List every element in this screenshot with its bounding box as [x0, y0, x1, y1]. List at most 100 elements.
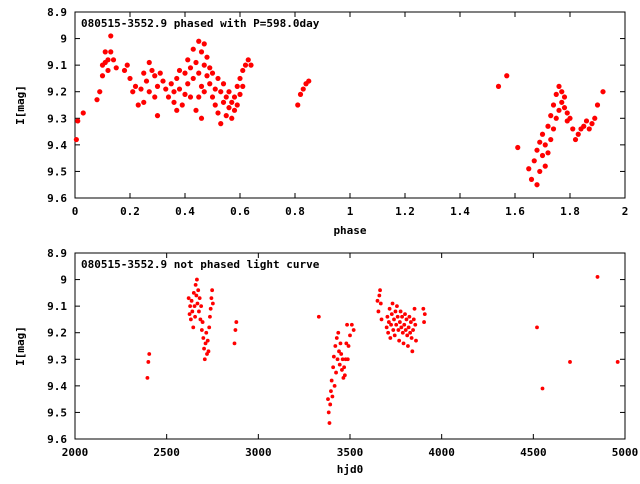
phased-data-point [218, 89, 224, 95]
unphased-data-point [336, 330, 341, 335]
unphased-data-point [198, 317, 203, 322]
unphased-data-point [147, 352, 152, 356]
phased-data-point [209, 94, 216, 100]
phased-data-point [567, 115, 573, 121]
unphased-xtick-label: 2000 [62, 446, 89, 459]
unphased-data-point [145, 375, 150, 380]
phased-data-point [146, 89, 152, 95]
phased-data-point [185, 57, 191, 63]
unphased-data-point [389, 322, 393, 327]
phased-data-point [182, 70, 188, 76]
unphased-data-point [408, 320, 413, 324]
phased-data-point [539, 152, 546, 159]
unphased-data-point [205, 338, 210, 343]
phased-xtick-label: 1.4 [450, 205, 470, 218]
phased-data-point [537, 168, 543, 175]
unphased-data-point [201, 336, 206, 340]
phased-data-point [528, 176, 535, 182]
phased-data-point [102, 49, 108, 55]
phased-data-point [196, 70, 202, 76]
phased-data-point [182, 91, 188, 97]
phased-data-point [187, 65, 194, 71]
phased-data-point [218, 121, 224, 127]
phased-xtick-label: 2 [622, 205, 629, 218]
unphased-plot-title: 080515-3552.9 not phased light curve [81, 258, 320, 271]
unphased-data-point [194, 293, 199, 298]
phased-data-point [556, 83, 562, 89]
unphased-data-point [337, 349, 341, 354]
phased-data-point [220, 99, 227, 105]
unphased-data-point [342, 373, 347, 378]
phased-data-point [176, 67, 183, 74]
phased-ytick-label: 9.4 [47, 139, 67, 152]
unphased-data-point [195, 277, 199, 282]
unphased-data-point [397, 320, 402, 324]
phased-data-point [152, 94, 158, 100]
phased-data-point [179, 102, 185, 108]
phased-data-point [157, 70, 163, 76]
unphased-data-point [146, 360, 151, 364]
unphased-data-point [340, 368, 344, 372]
unphased-ytick-label: 9.4 [47, 380, 67, 393]
phased-data-point [141, 99, 147, 105]
phased-data-point [594, 102, 601, 108]
unphased-data-point [344, 341, 349, 346]
phased-data-point [73, 136, 79, 143]
unphased-data-point [195, 301, 200, 306]
phased-data-point [171, 89, 177, 95]
phased-ytick-label: 9.2 [47, 86, 67, 99]
phased-data-point [149, 67, 155, 74]
phased-data-point [105, 57, 111, 63]
unphased-data-point [376, 309, 381, 314]
unphased-data-point [187, 312, 192, 317]
unphased-data-point [384, 325, 389, 330]
phased-data-point [108, 33, 114, 39]
phased-data-point [207, 81, 213, 87]
unphased-data-point [337, 362, 342, 367]
phased-data-point [176, 86, 183, 92]
unphased-data-point [197, 309, 201, 314]
phased-data-point [548, 113, 554, 119]
unphased-xtick-label: 4000 [428, 446, 455, 459]
unphased-data-point [540, 386, 545, 391]
phased-data-point [209, 70, 216, 76]
unphased-data-point [204, 330, 209, 335]
phased-data-point [564, 110, 570, 116]
phased-data-point [163, 86, 169, 92]
unphased-ytick-label: 9.1 [47, 300, 67, 313]
phased-data-point [190, 46, 196, 52]
unphased-xtick-label: 4500 [520, 446, 547, 459]
phased-xtick-label: 1.2 [395, 205, 415, 218]
unphased-data-point [328, 402, 333, 407]
unphased-data-point [615, 360, 620, 364]
phased-data-point [135, 102, 141, 108]
unphased-data-point [189, 298, 194, 303]
phased-data-point [138, 86, 144, 92]
unphased-data-point [395, 314, 400, 319]
phased-data-point [231, 94, 238, 100]
unphased-data-point [421, 306, 426, 311]
phased-data-point [201, 89, 207, 95]
unphased-ytick-label: 9.6 [47, 433, 67, 446]
phased-data-point [231, 107, 238, 113]
unphased-data-point [422, 312, 427, 317]
phased-data-point [152, 73, 158, 79]
unphased-data-point [346, 344, 351, 348]
unphased-data-point [595, 275, 600, 279]
unphased-data-point [399, 325, 404, 330]
phased-data-point [495, 83, 502, 89]
unphased-data-point [391, 328, 396, 332]
unphased-data-point [385, 314, 390, 319]
phased-data-point [75, 118, 81, 124]
phased-data-point [600, 89, 606, 95]
unphased-data-point [327, 421, 332, 425]
phased-data-point [537, 139, 543, 145]
unphased-data-point [406, 325, 411, 330]
unphased-data-point [234, 320, 239, 324]
unphased-data-point [398, 309, 403, 314]
unphased-data-point [200, 320, 205, 324]
phased-xtick-label: 0 [72, 205, 79, 218]
unphased-data-point [400, 330, 405, 335]
unphased-data-point [186, 296, 191, 301]
